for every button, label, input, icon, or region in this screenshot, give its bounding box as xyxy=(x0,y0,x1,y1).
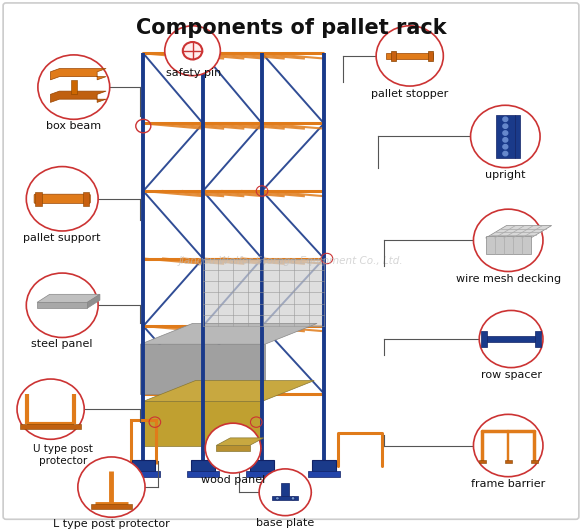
FancyBboxPatch shape xyxy=(3,3,579,519)
Bar xyxy=(281,483,289,496)
Bar xyxy=(37,302,87,308)
Text: L type post protector: L type post protector xyxy=(53,519,170,529)
Text: steel panel: steel panel xyxy=(31,339,93,349)
Circle shape xyxy=(183,42,203,59)
Bar xyxy=(485,236,531,254)
Bar xyxy=(250,459,274,474)
Circle shape xyxy=(376,26,443,86)
Circle shape xyxy=(38,55,109,119)
Circle shape xyxy=(205,423,261,473)
FancyBboxPatch shape xyxy=(34,194,90,203)
Polygon shape xyxy=(87,294,100,308)
Bar xyxy=(246,472,278,477)
Polygon shape xyxy=(51,91,106,102)
Text: upright: upright xyxy=(485,170,526,180)
Bar xyxy=(272,496,298,500)
Bar xyxy=(391,50,396,61)
Text: Jiangsu Welfor Storage Equipment Co., Ltd.: Jiangsu Welfor Storage Equipment Co., Lt… xyxy=(179,256,403,266)
Bar xyxy=(505,459,512,463)
Text: safety pin: safety pin xyxy=(166,68,222,78)
Bar xyxy=(132,459,155,474)
Polygon shape xyxy=(37,294,100,302)
Text: box beam: box beam xyxy=(46,121,101,131)
Circle shape xyxy=(503,144,508,149)
Bar xyxy=(428,50,433,61)
Bar xyxy=(191,459,215,474)
Bar xyxy=(496,115,515,158)
Bar xyxy=(386,53,433,58)
Text: pallet support: pallet support xyxy=(23,233,101,243)
Bar xyxy=(478,459,485,463)
Circle shape xyxy=(503,124,508,129)
Bar xyxy=(187,472,219,477)
Circle shape xyxy=(471,105,540,168)
Polygon shape xyxy=(217,438,264,446)
Bar xyxy=(515,115,520,158)
Bar xyxy=(127,472,159,477)
Bar xyxy=(36,192,42,206)
Bar xyxy=(203,259,324,326)
Bar xyxy=(313,459,336,474)
Circle shape xyxy=(275,496,279,500)
Circle shape xyxy=(503,131,508,135)
Bar xyxy=(91,503,132,509)
Circle shape xyxy=(473,209,543,271)
Circle shape xyxy=(26,167,98,231)
Bar xyxy=(481,331,487,347)
Bar xyxy=(83,192,89,206)
Circle shape xyxy=(503,117,508,122)
Circle shape xyxy=(479,311,543,367)
Polygon shape xyxy=(140,323,317,344)
Bar xyxy=(140,344,265,393)
Text: frame barrier: frame barrier xyxy=(471,479,545,489)
Circle shape xyxy=(165,26,221,76)
Text: Components of pallet rack: Components of pallet rack xyxy=(136,18,446,38)
Text: U type post
protector: U type post protector xyxy=(33,444,93,466)
Polygon shape xyxy=(51,68,106,80)
Circle shape xyxy=(503,151,508,156)
Text: base plate: base plate xyxy=(256,518,314,528)
Bar xyxy=(20,424,81,429)
Polygon shape xyxy=(485,226,552,238)
Polygon shape xyxy=(143,381,314,401)
Text: row spacer: row spacer xyxy=(481,370,542,380)
Circle shape xyxy=(259,469,311,516)
Bar xyxy=(487,336,535,342)
Bar xyxy=(531,459,538,463)
Text: wire mesh decking: wire mesh decking xyxy=(456,274,561,284)
Bar xyxy=(535,331,541,347)
Text: pallet stopper: pallet stopper xyxy=(371,89,448,99)
Circle shape xyxy=(503,138,508,142)
Text: wood panel: wood panel xyxy=(201,475,265,485)
Bar xyxy=(217,446,250,451)
Bar xyxy=(308,472,340,477)
Bar xyxy=(143,401,262,446)
Circle shape xyxy=(26,273,98,338)
Circle shape xyxy=(473,414,543,477)
Circle shape xyxy=(78,457,145,517)
Bar xyxy=(71,80,77,95)
Circle shape xyxy=(17,379,84,439)
Circle shape xyxy=(291,496,295,500)
